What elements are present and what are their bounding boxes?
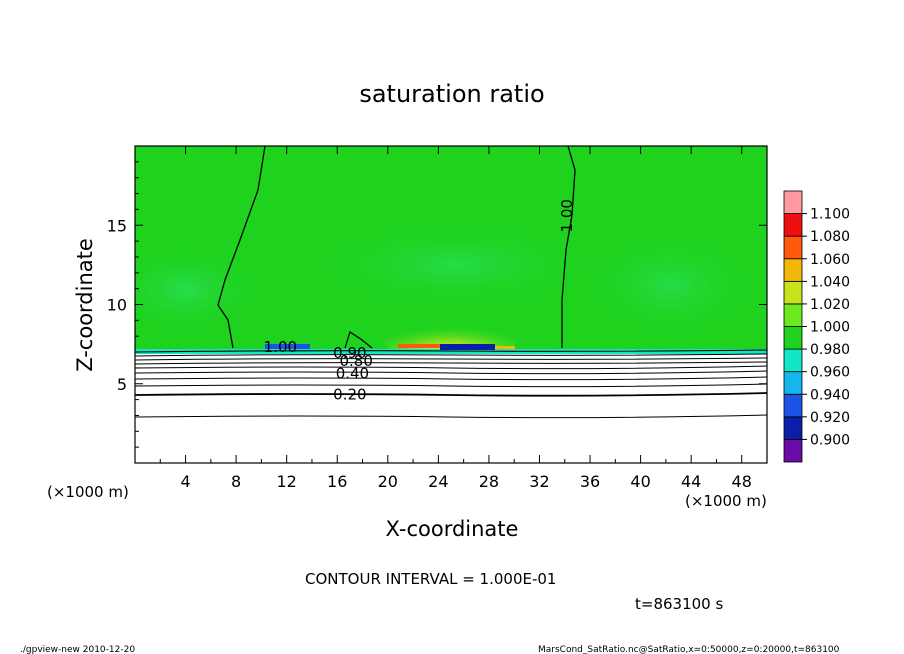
y-axis: 5 10 15: [107, 161, 767, 448]
colorbar-swatch: [783, 280, 803, 305]
colorbar-label: 1.020: [810, 297, 850, 313]
colorbar-swatch: [783, 303, 803, 327]
x-axis: 4 8 12 16 20 24 28 32 36 40 44 48: [159, 146, 752, 491]
plot-area: [135, 146, 767, 463]
x-tick-label: 24: [428, 472, 448, 491]
contour-label: 0.80: [339, 352, 372, 370]
colorbar-swatch: [783, 371, 803, 395]
colorbar-label: 0.900: [810, 432, 850, 448]
colorbar-label: 0.980: [810, 342, 850, 358]
contour-label: 1.00: [264, 338, 297, 356]
colorbar-swatch: [783, 190, 803, 214]
lower-region: [135, 354, 767, 463]
x-tick-label: 44: [681, 472, 701, 491]
x-axis-unit-right: (×1000 m): [685, 492, 767, 510]
footer-right: MarsCond_SatRatio.nc@SatRatio,x=0:50000,…: [538, 645, 840, 654]
contour-interval-text: CONTOUR INTERVAL = 1.000E-01: [305, 570, 556, 588]
x-tick-label: 28: [479, 472, 499, 491]
x-tick-label: 20: [378, 472, 398, 491]
colorbar-label: 1.040: [810, 274, 850, 290]
boundary-band-red: [398, 344, 440, 348]
boundary-band-blue: [265, 344, 310, 349]
contour-label: 0.90: [333, 344, 366, 362]
x-axis-label: X-coordinate: [386, 517, 519, 541]
boundary-band-orange: [495, 346, 515, 349]
boundary-band-navy: [440, 344, 495, 350]
colorbar-label: 1.100: [810, 207, 850, 223]
colorbar-label: 1.080: [810, 229, 850, 245]
colorbar-swatch: [783, 416, 803, 440]
contour-line-1-00-left: [217, 146, 266, 349]
contour-label: 1.00: [558, 199, 576, 232]
y-axis-label: Z-coordinate: [73, 238, 97, 372]
colorbar-label: 1.000: [810, 320, 850, 336]
colorbar-swatch: [783, 213, 803, 237]
y-tick-label: 10: [107, 296, 127, 315]
field-pale-left: [135, 245, 265, 335]
colorbar-swatch: [783, 326, 803, 350]
colorbar-label: 1.060: [810, 252, 850, 268]
contour-labels: 1.00 1.00 0.900.800.40 0.20: [264, 199, 576, 403]
x-tick-label: 12: [277, 472, 297, 491]
chart-title: saturation ratio: [359, 80, 544, 108]
x-tick-label: 32: [529, 472, 549, 491]
colorbar-label: 0.920: [810, 410, 850, 426]
colorbar-swatch: [783, 235, 803, 260]
contour-label: 0.20: [333, 385, 366, 403]
x-tick-label: 40: [630, 472, 650, 491]
time-label: t=863100 s: [635, 595, 723, 613]
colorbar-label: 0.960: [810, 365, 850, 381]
colorbar-swatch: [783, 393, 803, 418]
colorbar-label: 0.940: [810, 387, 850, 403]
x-tick-label: 16: [327, 472, 347, 491]
x-tick-label: 48: [732, 472, 752, 491]
field-pale-right: [580, 230, 760, 340]
footer-left: ./gpview-new 2010-12-20: [20, 645, 135, 654]
y-tick-label: 5: [117, 375, 127, 394]
y-tick-label: 15: [107, 216, 127, 235]
x-axis-unit-left: (×1000 m): [47, 483, 129, 501]
x-tick-label: 8: [231, 472, 241, 491]
colorbar: 0.900 0.920 0.940 0.960 0.980 1.000 1.020 1.040…: [783, 190, 850, 463]
colorbar-swatch: [783, 258, 803, 282]
field-pale-mid: [305, 220, 605, 310]
colorbar-swatch: [783, 348, 803, 373]
contour-line-1-00-small: [344, 331, 373, 349]
contour-label: 0.40: [336, 365, 369, 383]
colorbar-swatch: [783, 439, 803, 463]
contour-lines-lower: [135, 349, 767, 419]
x-tick-label: 4: [180, 472, 190, 491]
contour-line-1-00-right: [561, 146, 576, 348]
x-tick-label: 36: [580, 472, 600, 491]
